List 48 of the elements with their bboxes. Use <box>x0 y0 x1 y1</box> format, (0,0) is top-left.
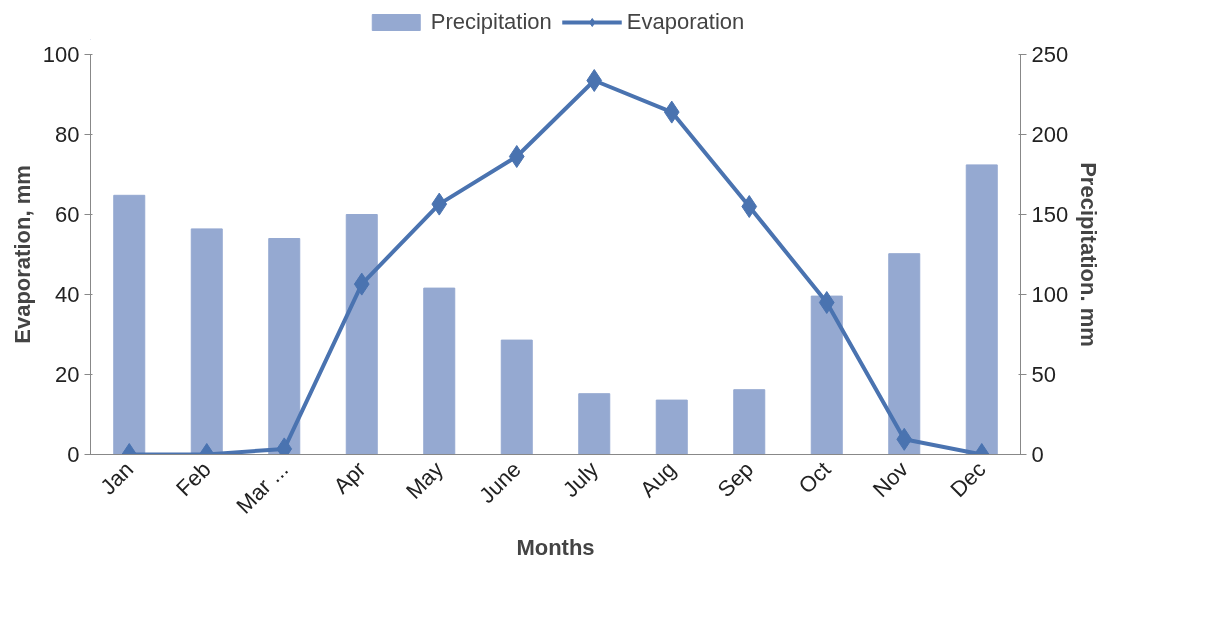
x-tick-label: Dec <box>945 456 991 502</box>
legend-label: Evaporation <box>626 9 745 35</box>
bar <box>345 214 378 455</box>
x-tick-label: Sep <box>712 456 759 503</box>
bar <box>965 164 998 455</box>
bar <box>810 295 843 455</box>
x-tick-label: Nov <box>867 456 914 502</box>
bar <box>655 399 688 455</box>
point <box>353 272 370 296</box>
y-tick-label: 40 <box>55 282 80 307</box>
y-tick-label: 80 <box>55 122 80 147</box>
bar <box>113 194 146 455</box>
point <box>818 291 835 314</box>
x-tick-label: Aug <box>635 456 681 503</box>
y2-tick-label: 150 <box>1031 202 1069 227</box>
y-tick-label: 20 <box>55 362 80 387</box>
point <box>586 69 603 92</box>
bar <box>888 253 921 455</box>
point <box>508 145 525 168</box>
point <box>896 427 913 451</box>
y2-tick-label: 50 <box>1031 362 1056 387</box>
x-tick-label: Jan <box>95 456 139 500</box>
y2-axis-title: Precipitation. mm <box>1076 162 1102 347</box>
bar <box>190 228 223 455</box>
x-axis-title: Months <box>516 535 595 561</box>
y2-tick-label: 100 <box>1031 282 1069 307</box>
y2-tick-label: 200 <box>1031 122 1069 147</box>
point <box>663 100 680 124</box>
bar <box>423 287 456 455</box>
point <box>431 192 448 216</box>
legend-label: Precipitation <box>430 9 552 35</box>
x-tick-label: Apr <box>328 456 371 499</box>
bar <box>268 238 301 455</box>
y-axis-title: Evaporation, mm <box>9 165 35 344</box>
x-tick-label: Mar ... <box>231 456 294 519</box>
bar <box>500 339 533 455</box>
x-tick-label: Oct <box>793 456 836 499</box>
x-tick-label: May <box>401 456 449 504</box>
y-tick-label: 0 <box>67 442 80 467</box>
point <box>741 195 758 218</box>
x-tick-label: Feb <box>171 456 216 502</box>
bar <box>733 389 766 455</box>
y-tick-label: 100 <box>42 42 80 67</box>
x-tick-label: July <box>557 456 604 502</box>
y2-tick-label: 250 <box>1031 42 1069 67</box>
y2-tick-label: 0 <box>1031 442 1044 467</box>
y-tick-label: 60 <box>55 202 80 227</box>
bar <box>578 393 611 455</box>
